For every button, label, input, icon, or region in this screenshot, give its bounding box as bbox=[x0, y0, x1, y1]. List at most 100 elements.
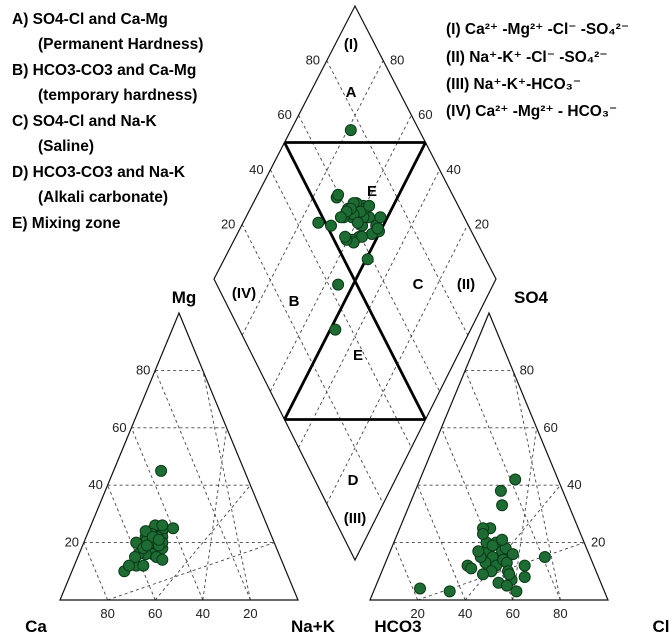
zone-label-B: B bbox=[289, 293, 300, 310]
anion-cl-tick-label: 40 bbox=[458, 606, 472, 621]
anion-data-point bbox=[538, 551, 551, 563]
cation-data-point bbox=[156, 553, 169, 566]
diamond-grid-line bbox=[298, 169, 441, 448]
anion-so4-tick-label: 20 bbox=[591, 535, 605, 550]
anion-data-point bbox=[500, 579, 513, 592]
anion-triangle-frame bbox=[369, 311, 609, 601]
cation-data-point bbox=[156, 519, 169, 532]
anion-data-point bbox=[510, 585, 523, 598]
legend-type-I: (I) Ca²⁺ -Mg²⁺ -Cl⁻ -SO₄²⁻ bbox=[446, 21, 629, 38]
corner-label-so4: SO4 bbox=[514, 288, 549, 307]
zone-legend: A) SO4-Cl and Ca-Mg (Permanent Hardness)… bbox=[12, 11, 203, 232]
anion-data-point bbox=[496, 499, 509, 512]
anion-data-point bbox=[472, 545, 485, 558]
diamond-left-tick-label: 20 bbox=[221, 216, 235, 231]
legend-type-III: (III) Na⁺-K⁺-HCO₃⁻ bbox=[446, 76, 581, 93]
cation-data-point bbox=[137, 559, 150, 572]
data-points bbox=[118, 124, 551, 598]
anion-grid-line bbox=[417, 542, 585, 601]
diamond-data-point bbox=[332, 188, 345, 201]
diamond-grid-line bbox=[269, 169, 412, 448]
diamond-data-point bbox=[374, 211, 387, 224]
cation-ca-tick-label: 60 bbox=[148, 606, 162, 621]
anion-so4-tick-label: 80 bbox=[520, 362, 534, 377]
cation-mg-tick-label: 40 bbox=[88, 477, 102, 492]
legend-item-e: E) Mixing zone bbox=[12, 215, 121, 232]
legend-item-d: D) HCO3-CO3 and Na-K bbox=[12, 164, 186, 181]
zone-label-D: D bbox=[348, 472, 359, 489]
diamond-grid-line bbox=[269, 114, 412, 392]
cation-mg-tick-label: 80 bbox=[136, 362, 150, 377]
diamond-left-tick-label: 40 bbox=[249, 162, 263, 177]
anion-data-point bbox=[494, 484, 507, 497]
zone-label-E-lower: E bbox=[353, 347, 363, 364]
cation-data-point bbox=[155, 464, 168, 477]
cation-data-point bbox=[167, 522, 180, 535]
zone-label-C: C bbox=[413, 276, 424, 293]
legend-item-a-desc: (Permanent Hardness) bbox=[38, 36, 203, 53]
legend-item-b: B) HCO3-CO3 and Ca-Mg bbox=[12, 62, 196, 79]
legend-type-IV: (IV) Ca²⁺ -Mg²⁺ - HCO₃⁻ bbox=[446, 103, 617, 120]
zone-label-I: (I) bbox=[344, 36, 358, 53]
diamond-data-point bbox=[356, 230, 369, 243]
diagram-frames bbox=[59, 4, 609, 601]
diamond-data-point bbox=[344, 124, 357, 137]
legend-item-a: A) SO4-Cl and Ca-Mg bbox=[12, 11, 168, 28]
zone-label-E-upper: E bbox=[367, 183, 377, 200]
anion-cl-tick-label: 20 bbox=[410, 606, 424, 621]
diamond-right-tick-label: 60 bbox=[418, 107, 432, 122]
diamond-data-point bbox=[312, 216, 325, 229]
cation-data-point bbox=[123, 559, 135, 572]
diamond-data-point bbox=[339, 230, 352, 243]
cation-data-point bbox=[152, 533, 165, 546]
diamond-right-tick-label: 40 bbox=[446, 162, 460, 177]
anion-data-point bbox=[477, 528, 489, 540]
legend-item-c-desc: (Saline) bbox=[38, 138, 94, 155]
corner-label-cl: Cl bbox=[653, 617, 670, 636]
grid-lines bbox=[83, 60, 585, 601]
cation-mg-tick-label: 60 bbox=[112, 420, 126, 435]
cation-ca-tick-label: 40 bbox=[196, 606, 210, 621]
zone-label-A: A bbox=[346, 84, 357, 101]
anion-data-point bbox=[496, 533, 509, 546]
diamond-data-point bbox=[329, 323, 342, 336]
corner-label-nak: Na+K bbox=[291, 617, 336, 636]
anion-grid-line bbox=[464, 484, 561, 601]
anion-cl-tick-label: 80 bbox=[553, 606, 567, 621]
zone-label-II: (II) bbox=[457, 276, 475, 293]
cation-grid-line bbox=[130, 427, 204, 601]
anion-data-point bbox=[503, 568, 516, 581]
diamond-left-tick-label: 60 bbox=[277, 107, 291, 122]
anion-grid-line bbox=[440, 427, 514, 601]
anion-data-point bbox=[509, 473, 522, 486]
anion-data-point bbox=[506, 548, 519, 561]
zone-outlines bbox=[283, 141, 427, 421]
anion-cl-tick-label: 60 bbox=[506, 606, 520, 621]
anion-so4-tick-label: 60 bbox=[543, 420, 557, 435]
diamond-data-point bbox=[325, 219, 337, 232]
anion-data-point bbox=[414, 582, 426, 595]
corner-label-ca: Ca bbox=[25, 617, 47, 636]
anion-grid-line bbox=[393, 542, 419, 601]
cation-data-point bbox=[140, 539, 153, 552]
cation-ca-tick-label: 80 bbox=[100, 606, 114, 621]
diamond-data-point bbox=[351, 216, 364, 229]
zone-label-III: (III) bbox=[344, 510, 367, 527]
cation-triangle-frame bbox=[59, 311, 299, 601]
cation-grid-line bbox=[202, 427, 228, 601]
water-type-legend: (I) Ca²⁺ -Mg²⁺ -Cl⁻ -SO₄²⁻ (II) Na⁺-K⁺ -… bbox=[446, 21, 629, 120]
diamond-data-point bbox=[334, 211, 347, 224]
anion-grid-line bbox=[512, 427, 538, 601]
legend-item-d-desc: (Alkali carbonate) bbox=[38, 189, 168, 206]
diamond-data-point bbox=[332, 278, 345, 291]
diamond-grid-line bbox=[298, 114, 441, 392]
diamond-left-tick-label: 80 bbox=[306, 53, 320, 68]
tick-labels: 20 80 20 20 20 20 40 60 40 40 40 40 60 40 60 60 60 60 80 20… bbox=[65, 53, 606, 621]
corner-label-hco3: HCO3 bbox=[374, 617, 421, 636]
cation-grid-line bbox=[154, 484, 251, 601]
legend-item-b-desc: (temporary hardness) bbox=[38, 87, 197, 104]
cation-grid-line bbox=[83, 542, 109, 601]
anion-data-point bbox=[443, 585, 456, 598]
diamond-frame bbox=[213, 4, 497, 562]
